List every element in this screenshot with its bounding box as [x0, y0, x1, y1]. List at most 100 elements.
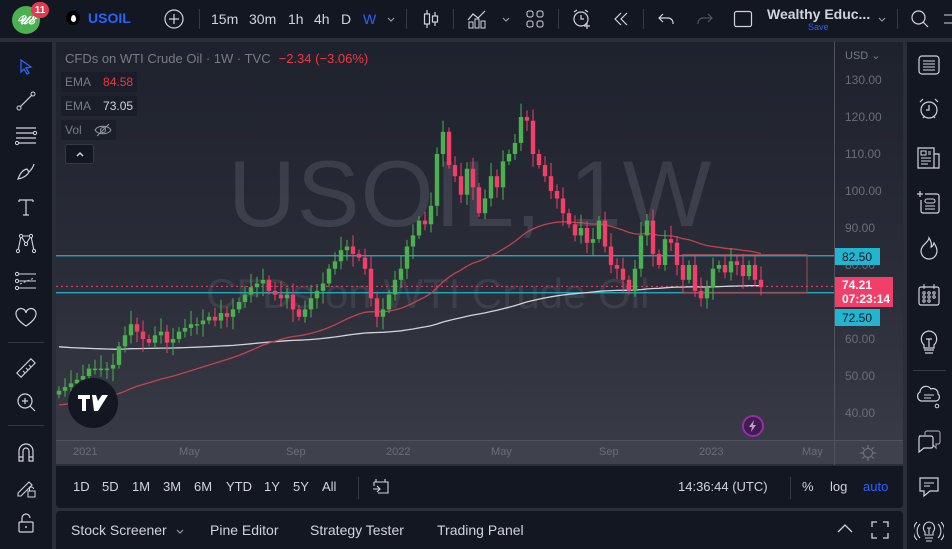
range-1d[interactable]: 1D — [73, 479, 90, 494]
time-axis[interactable]: 2021 May Sep 2022 May Sep 2023 May — [56, 440, 903, 467]
ideas-button[interactable] — [914, 327, 944, 357]
alert-button[interactable] — [571, 0, 593, 38]
streams-button[interactable] — [914, 516, 944, 546]
favorites-tool[interactable] — [11, 303, 41, 333]
candle-body — [170, 339, 176, 343]
events-button[interactable] — [742, 415, 764, 437]
add-widget-button[interactable] — [914, 187, 944, 217]
candle-body — [224, 313, 230, 317]
symbol-search-button[interactable]: USOIL — [88, 10, 131, 26]
tab-pine-editor[interactable]: Pine Editor — [210, 522, 279, 538]
candle-body — [650, 220, 656, 254]
zoom-tool[interactable] — [11, 387, 41, 417]
maximize-panel-button[interactable] — [871, 521, 889, 544]
pattern-tool[interactable] — [11, 228, 41, 258]
watchlist-button[interactable] — [914, 50, 944, 80]
ema-slow-legend[interactable]: EMA 73.05 — [61, 96, 138, 116]
range-6m[interactable]: 6M — [194, 479, 213, 494]
magnet-tool[interactable] — [11, 437, 41, 467]
compare-add-button[interactable] — [163, 0, 185, 38]
chart-type-button[interactable] — [421, 0, 441, 38]
pencil-lock-icon — [17, 481, 36, 498]
candle-body — [338, 250, 344, 262]
minds-button[interactable] — [914, 382, 944, 412]
chart-settings-button[interactable] — [859, 444, 877, 467]
trend-line-tool[interactable] — [11, 86, 41, 116]
lock-drawings-tool[interactable] — [11, 472, 41, 502]
tab-stock-screener[interactable]: Stock Screener — [71, 522, 167, 538]
redo-icon — [697, 13, 713, 24]
text-tool[interactable] — [11, 192, 41, 222]
candle-body — [512, 142, 518, 154]
layout-name[interactable]: Wealthy Educ... — [767, 6, 871, 22]
candle-body — [668, 239, 674, 243]
range-5y[interactable]: 5Y — [293, 479, 309, 494]
hotlists-button[interactable] — [914, 233, 944, 263]
auto-scale-toggle[interactable]: auto — [863, 479, 889, 494]
layout-dropdown[interactable] — [877, 0, 887, 38]
candle-body — [344, 246, 350, 251]
interval-15m[interactable]: 15m — [211, 11, 239, 27]
undo-button[interactable] — [657, 0, 675, 38]
expand-panel-button[interactable] — [836, 522, 854, 541]
candle-body — [374, 298, 380, 317]
calendar-button[interactable] — [914, 280, 944, 310]
ema-fast-legend[interactable]: EMA 84.58 — [61, 72, 138, 92]
candle-body — [152, 335, 158, 343]
comments-button[interactable] — [914, 472, 944, 502]
cursor-tool[interactable] — [11, 52, 41, 82]
go-to-date-button[interactable] — [372, 477, 390, 500]
interval-w[interactable]: W — [363, 11, 377, 27]
fib-tool[interactable] — [11, 121, 41, 151]
chart-pane[interactable]: USOIL, 1W CFDs on WTI Crude Oil CFDs on … — [56, 42, 903, 464]
redo-button[interactable] — [696, 0, 714, 38]
log-scale-toggle[interactable]: log — [830, 479, 848, 494]
range-1m[interactable]: 1M — [132, 479, 151, 494]
eye-hidden-icon[interactable] — [94, 123, 112, 137]
divider — [358, 477, 359, 499]
range-all[interactable]: All — [322, 479, 337, 494]
stock-screener-dropdown[interactable] — [175, 523, 185, 541]
tab-strategy-tester[interactable]: Strategy Tester — [310, 522, 404, 538]
search-button[interactable] — [910, 0, 930, 38]
settings-button[interactable] — [944, 0, 952, 38]
price-axis[interactable]: USD ⌄ 130.00 120.00 110.00 100.00 90.00 … — [834, 42, 903, 440]
currency-select[interactable]: USD ⌄ — [845, 50, 881, 62]
brush-tool[interactable] — [11, 156, 41, 186]
candle-body — [428, 205, 434, 225]
measure-tool[interactable] — [11, 353, 41, 383]
interval-dropdown[interactable] — [386, 0, 396, 38]
layouts-button[interactable] — [525, 0, 545, 38]
indicators-dropdown[interactable] — [501, 0, 511, 38]
range-1y[interactable]: 1Y — [264, 479, 280, 494]
layout-select-button[interactable] — [733, 0, 753, 38]
candle-body — [482, 198, 488, 214]
tab-trading-panel[interactable]: Trading Panel — [437, 522, 524, 538]
percent-scale-toggle[interactable]: % — [802, 479, 814, 494]
indicators-button[interactable] — [466, 0, 488, 38]
volume-legend[interactable]: Vol — [61, 120, 116, 140]
interval-d[interactable]: D — [341, 11, 352, 27]
forecast-tool[interactable] — [11, 266, 41, 296]
utc-clock[interactable]: 14:36:44 (UTC) — [678, 479, 768, 494]
lock-all-tool[interactable] — [11, 508, 41, 538]
news-button[interactable] — [914, 143, 944, 173]
save-button[interactable]: Save — [808, 22, 829, 32]
price-chart[interactable] — [56, 42, 834, 440]
replay-button[interactable] — [611, 0, 631, 38]
interval-30m[interactable]: 30m — [249, 11, 277, 27]
range-5d[interactable]: 5D — [102, 479, 119, 494]
range-ytd[interactable]: YTD — [226, 479, 252, 494]
candle-body — [416, 220, 422, 236]
range-3m[interactable]: 3M — [163, 479, 182, 494]
candle-body — [200, 320, 206, 325]
interval-4h[interactable]: 4h — [314, 11, 330, 27]
interval-1h[interactable]: 1h — [288, 11, 304, 27]
tradingview-logo[interactable] — [68, 378, 118, 428]
divider — [834, 441, 835, 465]
collapse-legend-button[interactable] — [65, 144, 94, 164]
series-title[interactable]: CFDs on WTI Crude Oil · 1W · TVC — [65, 51, 271, 66]
chevron-down-icon — [502, 17, 510, 22]
alerts-button[interactable] — [914, 94, 944, 124]
chats-button[interactable] — [914, 427, 944, 457]
